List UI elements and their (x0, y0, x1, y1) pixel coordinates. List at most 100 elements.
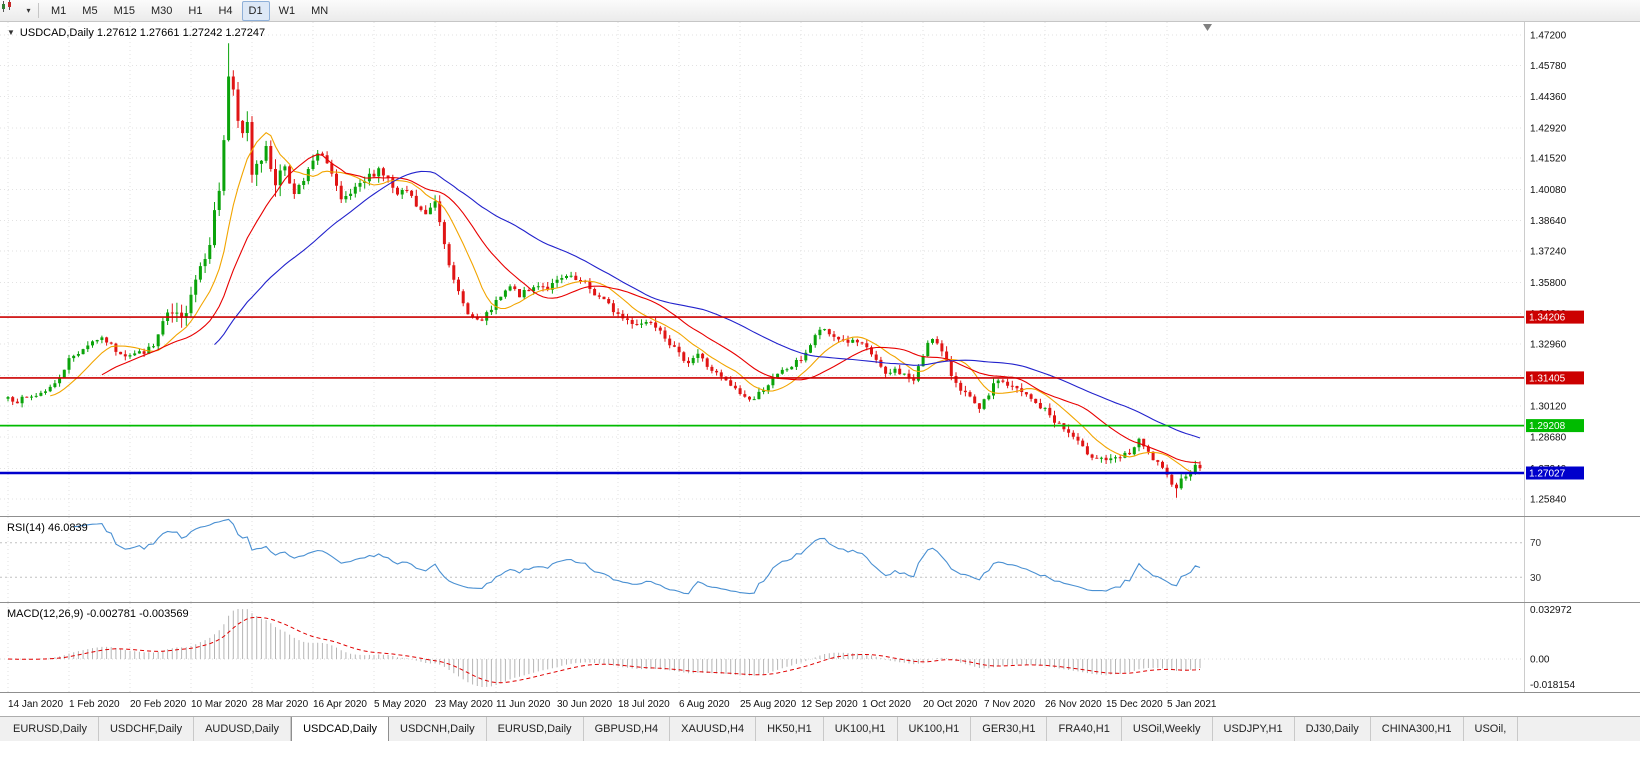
svg-text:1.41520: 1.41520 (1530, 154, 1567, 165)
svg-text:1.30120: 1.30120 (1530, 401, 1567, 412)
symbol-collapse-icon[interactable]: ▼ (7, 28, 15, 37)
date-axis[interactable]: 14 Jan 2020 1 Feb 2020 20 Feb 2020 10 Mar 2… (0, 692, 1640, 716)
ma-21-line (101, 153, 1201, 464)
ma-10-line (50, 132, 1201, 475)
main-chart-panel[interactable]: 1.47200 1.45780 1.44360 1.42920 1.41520 1.400… (0, 22, 1640, 516)
shift-marker-icon (1203, 24, 1212, 31)
timeframe-mn-button[interactable]: MN (311, 4, 329, 17)
chart-tab-usoil[interactable]: USOil, (1464, 717, 1519, 741)
price-tag-1.29208: 1.29208 (1526, 419, 1584, 433)
svg-text:1.28680: 1.28680 (1530, 433, 1567, 444)
svg-text:1.40080: 1.40080 (1530, 185, 1567, 196)
rsi-level-label: 30 (1530, 573, 1542, 584)
macd-axis-zero: 0.00 (1530, 655, 1550, 666)
svg-text:1.31405: 1.31405 (1529, 373, 1566, 384)
date-label: 7 Nov 2020 (984, 699, 1036, 710)
chart-tab-usdcad-daily[interactable]: USDCAD,Daily (291, 717, 390, 741)
main-chart-canvas[interactable]: 1.47200 1.45780 1.44360 1.42920 1.41520 1.400… (0, 22, 1640, 516)
macd-axis-max: 0.032972 (1530, 605, 1572, 616)
date-label: 28 Mar 2020 (252, 699, 309, 710)
date-label: 20 Feb 2020 (130, 699, 187, 710)
up-wicks (7, 43, 1196, 490)
macd-histogram (12, 609, 1201, 687)
candles (6, 43, 1202, 498)
chart-tab-gbpusd-h4[interactable]: GBPUSD,H4 (584, 717, 671, 741)
date-label: 16 Apr 2020 (313, 699, 367, 710)
svg-text:1.44360: 1.44360 (1530, 92, 1567, 103)
timeframe-h4-button[interactable]: H4 (218, 4, 233, 17)
date-label: 18 Jul 2020 (618, 699, 670, 710)
date-label: 26 Nov 2020 (1045, 699, 1102, 710)
date-label: 11 Jun 2020 (496, 699, 551, 710)
macd-signal-line (7, 616, 1201, 684)
toolbar-separator (38, 3, 39, 18)
date-label: 23 May 2020 (435, 699, 493, 710)
chart-tab-usdchf-daily[interactable]: USDCHF,Daily (99, 717, 195, 741)
timeframe-w1-button[interactable]: W1 (278, 4, 296, 17)
chart-tab-audusd-daily[interactable]: AUDUSD,Daily (194, 717, 292, 741)
macd-panel[interactable]: 0.032972 0.00 -0.018154 MACD(12,26,9) -0.0… (0, 602, 1640, 692)
rsi-grid (7, 517, 1168, 602)
svg-text:1.38640: 1.38640 (1530, 216, 1567, 227)
date-label: 1 Oct 2020 (862, 699, 911, 710)
price-axis: 1.47200 1.45780 1.44360 1.42920 1.41520 1.400… (1530, 30, 1567, 505)
macd-canvas[interactable]: 0.032972 0.00 -0.018154 (0, 603, 1640, 692)
timeframe-m1-button[interactable]: M1 (51, 4, 67, 17)
svg-text:1.27027: 1.27027 (1529, 469, 1566, 480)
date-label: 6 Aug 2020 (679, 699, 730, 710)
svg-text:1.34206: 1.34206 (1529, 313, 1566, 324)
svg-text:1.37240: 1.37240 (1530, 247, 1567, 258)
date-label: 1 Feb 2020 (69, 699, 120, 710)
chart-type-caret-icon[interactable]: ▾ (26, 6, 31, 15)
chart-candles-glyph (2, 0, 11, 12)
timeframe-d1-button[interactable]: D1 (241, 0, 270, 21)
ma-45-line (214, 170, 1201, 439)
date-label: 5 May 2020 (374, 699, 427, 710)
rsi-panel[interactable]: 70 30 RSI(14) 46.0839 (0, 516, 1640, 602)
rsi-canvas[interactable]: 70 30 (0, 517, 1640, 602)
svg-text:1.32960: 1.32960 (1530, 340, 1567, 351)
chart-tab-xauusd-h4[interactable]: XAUUSD,H4 (670, 717, 757, 741)
timeframe-m15-button[interactable]: M15 (113, 4, 135, 17)
date-label: 5 Jan 2021 (1167, 699, 1217, 710)
timeframe-m5-button[interactable]: M5 (82, 4, 98, 17)
svg-text:1.42920: 1.42920 (1530, 123, 1567, 134)
chart-tab-usoil-weekly[interactable]: USOil,Weekly (1122, 717, 1213, 741)
chart-tab-fra40-h1[interactable]: FRA40,H1 (1047, 717, 1122, 741)
date-label: 30 Jun 2020 (557, 699, 613, 710)
timeframe-buttons: M1 M5 M15 M30 H1 H4 D1 W1 MN (43, 0, 336, 21)
tab-bar: EURUSD,Daily USDCHF,Daily AUDUSD,Daily USDC… (0, 716, 1640, 741)
date-label: 10 Mar 2020 (191, 699, 248, 710)
chart-tab-china300-h1[interactable]: CHINA300,H1 (1371, 717, 1464, 741)
price-tag-1.27027: 1.27027 (1526, 466, 1584, 480)
chart-title: ▼ USDCAD,Daily 1.27612 1.27661 1.27242 1.… (7, 27, 265, 39)
chart-tab-hk50-h1[interactable]: HK50,H1 (756, 717, 824, 741)
price-tag-1.31405: 1.31405 (1526, 371, 1584, 385)
svg-text:1.25840: 1.25840 (1530, 494, 1567, 505)
bottom-filler (0, 741, 1640, 773)
svg-text:1.35800: 1.35800 (1530, 278, 1567, 289)
chart-tab-usdcnh-daily[interactable]: USDCNH,Daily (389, 717, 487, 741)
chart-tab-eurusd-daily[interactable]: EURUSD,Daily (487, 717, 584, 741)
date-label: 14 Jan 2020 (8, 699, 64, 710)
chart-tab-dj30-daily[interactable]: DJ30,Daily (1295, 717, 1371, 741)
date-label: 20 Oct 2020 (923, 699, 978, 710)
svg-text:1.29208: 1.29208 (1529, 421, 1566, 432)
timeframe-h1-button[interactable]: H1 (188, 4, 203, 17)
date-label: 15 Dec 2020 (1106, 699, 1163, 710)
rsi-line (73, 518, 1201, 595)
timeframe-m30-button[interactable]: M30 (150, 4, 173, 17)
chart-tab-uk100-h1[interactable]: UK100,H1 (824, 717, 898, 741)
chart-tab-ger30-h1[interactable]: GER30,H1 (971, 717, 1048, 741)
macd-title: MACD(12,26,9) -0.002781 -0.003569 (7, 608, 189, 620)
date-label: 25 Aug 2020 (740, 699, 797, 710)
svg-text:1.45780: 1.45780 (1530, 61, 1567, 72)
price-tag-1.34206: 1.34206 (1526, 310, 1584, 324)
chart-candles-icon[interactable] (2, 0, 23, 20)
chart-tab-eurusd-daily[interactable]: EURUSD,Daily (2, 717, 99, 741)
svg-text:1.47200: 1.47200 (1530, 30, 1567, 41)
chart-tab-usdjpy-h1[interactable]: USDJPY,H1 (1213, 717, 1295, 741)
macd-axis-min: -0.018154 (1530, 680, 1575, 691)
chart-tab-uk100-h1[interactable]: UK100,H1 (898, 717, 972, 741)
rsi-title: RSI(14) 46.0839 (7, 522, 88, 534)
